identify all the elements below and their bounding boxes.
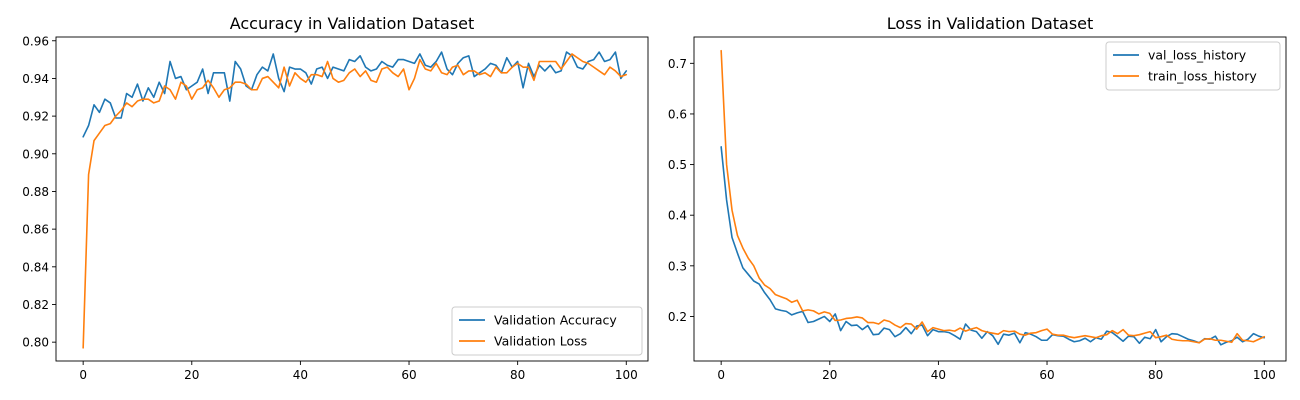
loss-series-blue-line: [720, 146, 1266, 346]
y-tick-label: 0.3: [668, 259, 687, 273]
y-tick-label: 0.84: [22, 260, 49, 274]
y-tick-label: 0.2: [668, 310, 687, 324]
x-tick-label: 0: [717, 368, 725, 382]
y-tick-label: 0.96: [22, 34, 49, 48]
y-tick-label: 0.86: [22, 223, 49, 237]
x-tick-label: 100: [615, 368, 638, 382]
y-tick-label: 0.92: [22, 110, 49, 124]
x-tick-label: 40: [931, 368, 946, 382]
x-tick-label: 60: [401, 368, 416, 382]
loss-legend: val_loss_history train_loss_history: [1105, 41, 1281, 91]
accuracy-legend: Validation Accuracy Validation Loss: [451, 306, 643, 356]
y-tick-label: 0.4: [668, 209, 687, 223]
x-tick-label: 80: [1148, 368, 1163, 382]
loss-axes-frame: [693, 36, 1287, 362]
x-tick-label: 20: [822, 368, 837, 382]
x-tick-label: 80: [510, 368, 525, 382]
legend-box: [1105, 41, 1281, 91]
x-tick-label: 20: [184, 368, 199, 382]
y-tick-label: 0.7: [668, 57, 687, 71]
accuracy-chart: 0 20 40 60 80 100 0.80 0.82 0.84 0.86 0.88 0.90 0.92…: [22, 14, 649, 382]
y-tick-label: 0.6: [668, 107, 687, 121]
chart-title: Loss in Validation Dataset: [887, 14, 1094, 33]
legend-label: val_loss_history: [1148, 48, 1247, 63]
accuracy-series-orange-line: [82, 53, 628, 349]
x-tick-label: 0: [79, 368, 87, 382]
x-tick-label: 100: [1253, 368, 1276, 382]
loss-chart: 0 20 40 60 80 100 0.2 0.3 0.4 0.5 0.6 0.7 Loss in Va…: [668, 14, 1287, 382]
legend-label: Validation Loss: [494, 334, 587, 349]
chart-title: Accuracy in Validation Dataset: [230, 14, 475, 33]
x-tick-label: 60: [1039, 368, 1054, 382]
y-tick-label: 0.90: [22, 147, 49, 161]
loss-series-orange-line: [720, 49, 1266, 344]
legend-label: Validation Accuracy: [494, 313, 617, 328]
y-tick-label: 0.80: [22, 336, 49, 350]
legend-label: train_loss_history: [1148, 69, 1257, 84]
legend-box: [451, 306, 643, 356]
y-tick-label: 0.82: [22, 298, 49, 312]
accuracy-axes-frame: [55, 36, 649, 362]
x-tick-label: 40: [293, 368, 308, 382]
y-tick-label: 0.94: [22, 72, 49, 86]
y-tick-label: 0.5: [668, 158, 687, 172]
y-tick-label: 0.88: [22, 185, 49, 199]
